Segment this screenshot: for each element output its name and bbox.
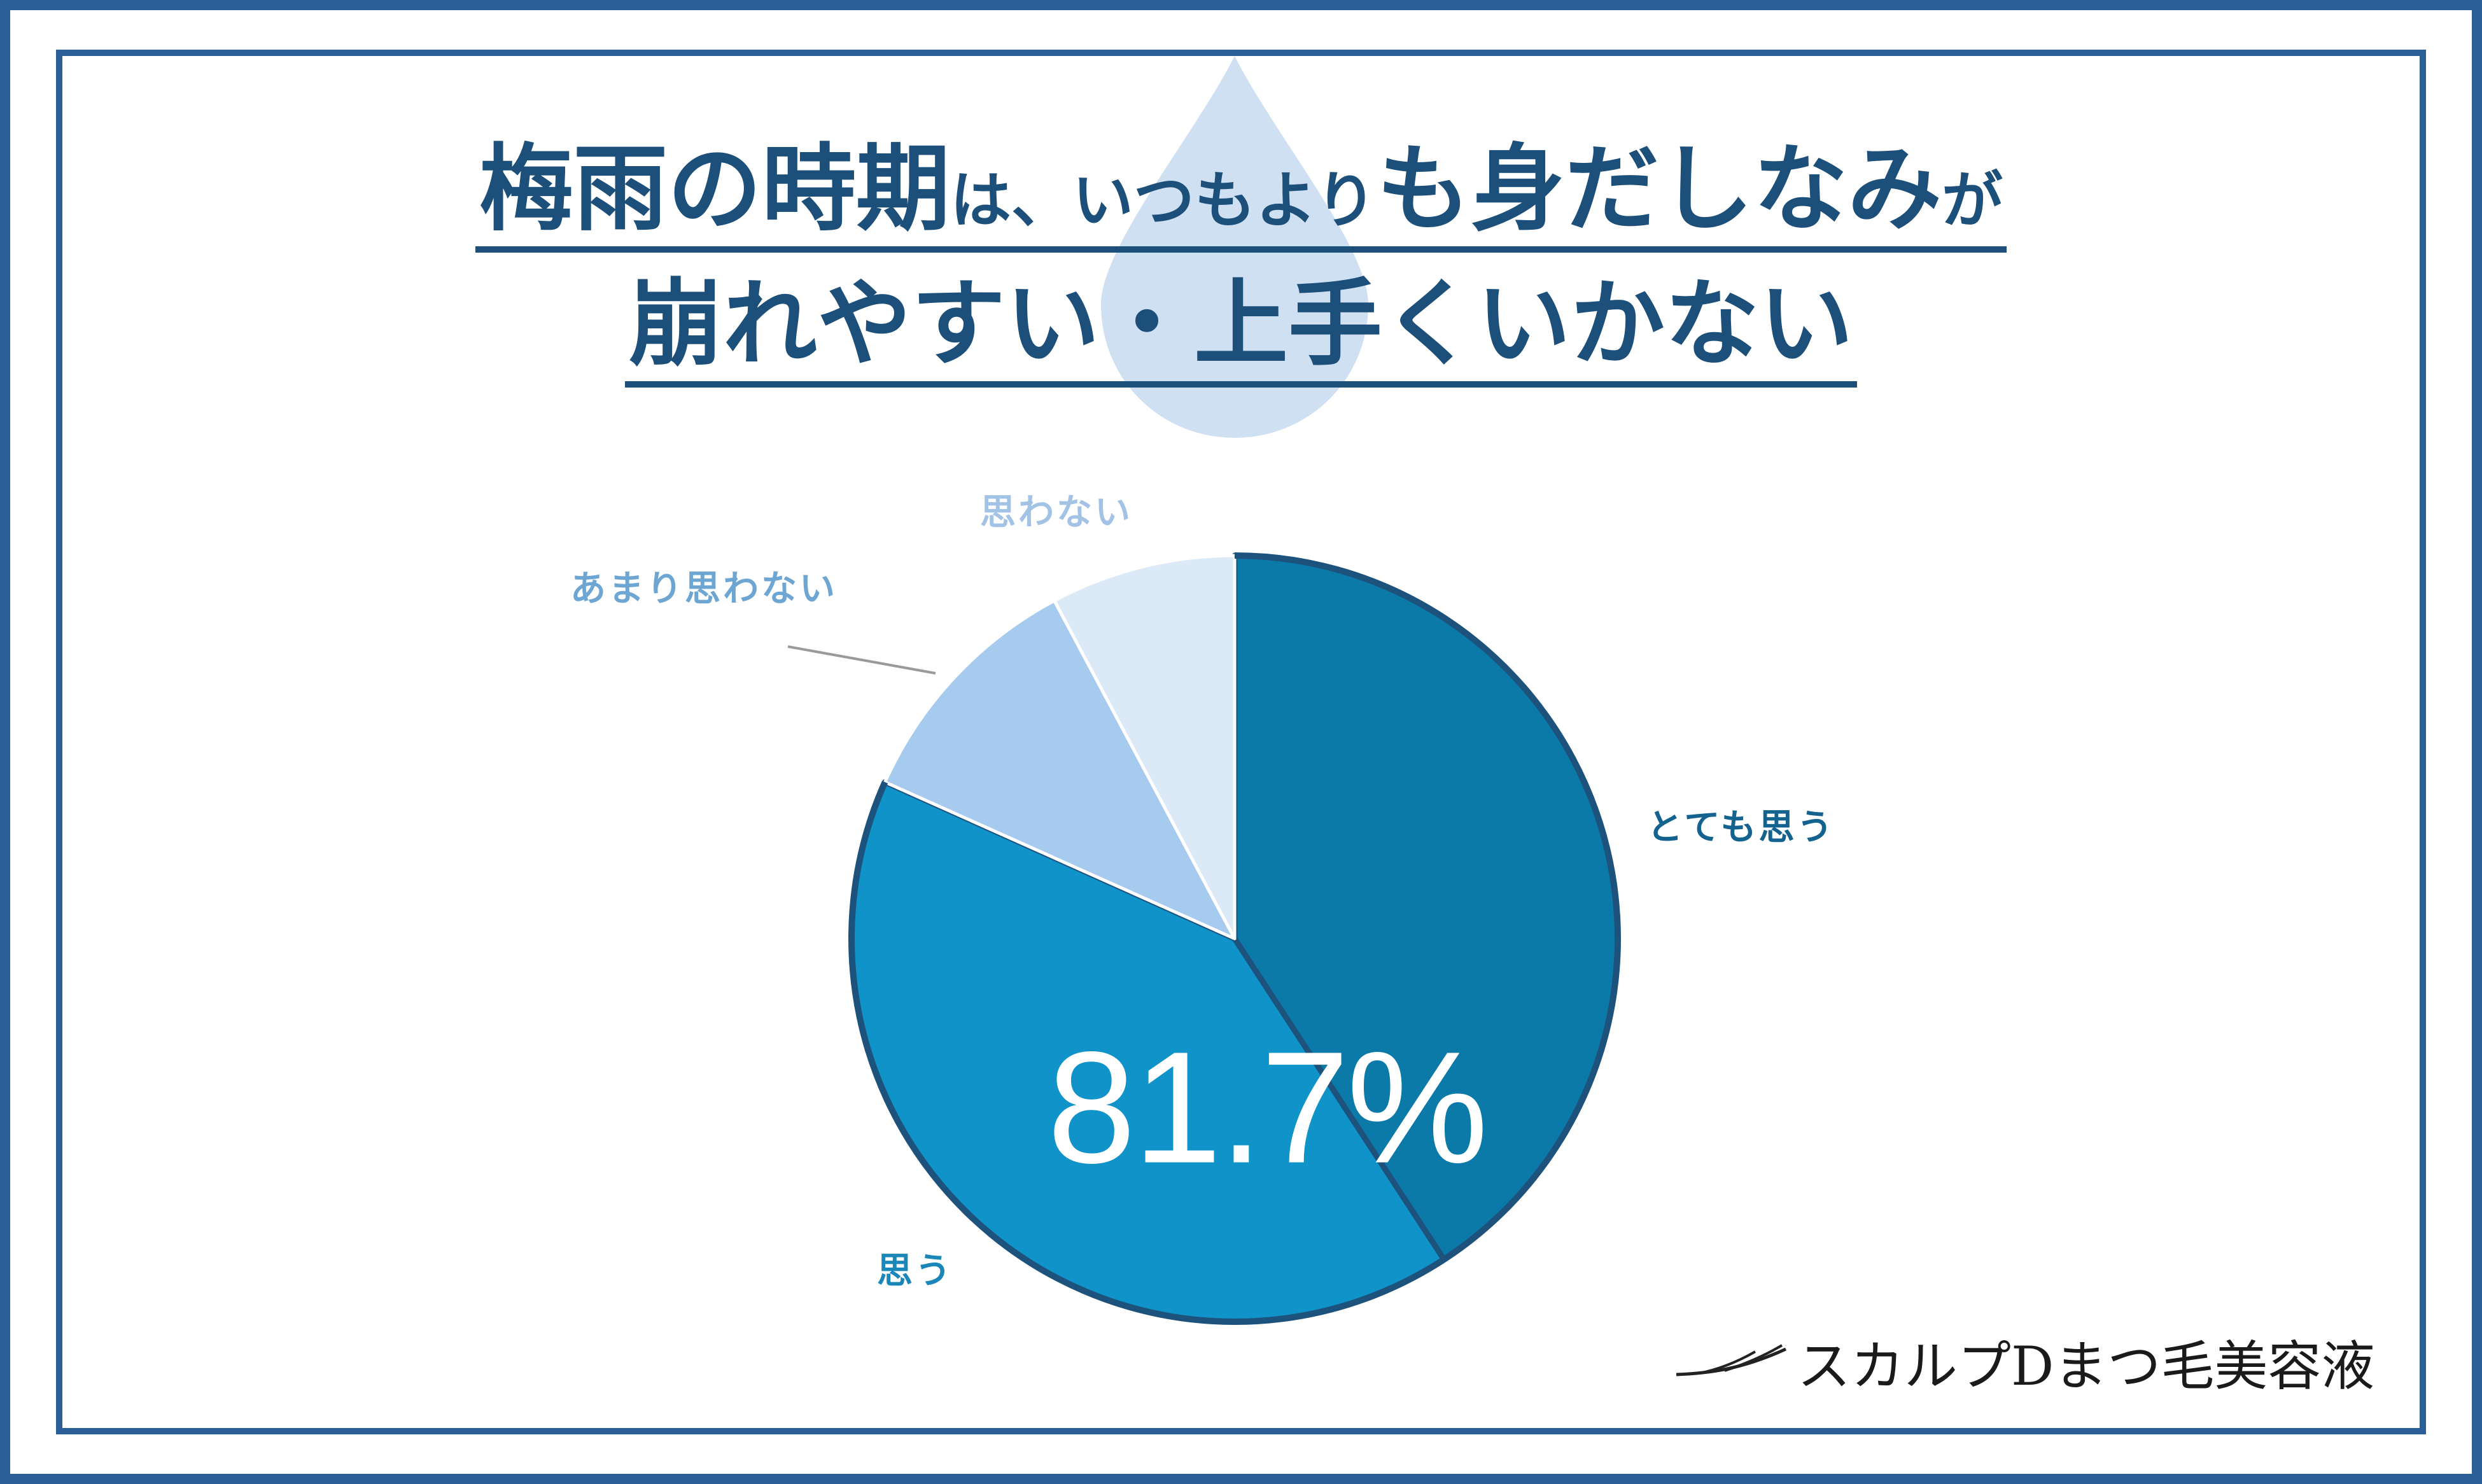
brand-name: スカルプDまつ毛美容液 — [1797, 1334, 2375, 1397]
slice-amari-omowanai — [883, 599, 1237, 941]
title-segment-3: が — [1942, 165, 2003, 236]
pie-outline — [848, 552, 1621, 1325]
leader-line — [787, 645, 936, 675]
title-line-1: 梅雨の時期は、いつもよりも身だしなみが — [475, 134, 2007, 253]
chart-title: 梅雨の時期は、いつもよりも身だしなみが 崩れやすい・上手くいかない — [0, 134, 2482, 388]
slice-label-totemo-omou: とても思う — [1647, 807, 1835, 848]
slice-label-omowanai: 思わない — [980, 492, 1133, 533]
title-line-2: 崩れやすい・上手くいかない — [625, 271, 1857, 388]
title-segment-0: 梅雨の時期 — [479, 134, 950, 244]
slice-label-omou: 思う — [877, 1250, 953, 1292]
title-segment-1: は、いつもより — [950, 165, 1377, 236]
slice-label-amari-omowanai: あまり思わない — [570, 568, 838, 610]
slice-omowanai — [1053, 554, 1237, 941]
title-segment-2: も身だしなみ — [1377, 134, 1942, 244]
eyelash-icon — [1676, 1344, 1787, 1376]
brand-logo: スカルプDまつ毛美容液 — [1674, 1324, 2380, 1400]
center-percentage: 81.7% — [1047, 1018, 1489, 1196]
